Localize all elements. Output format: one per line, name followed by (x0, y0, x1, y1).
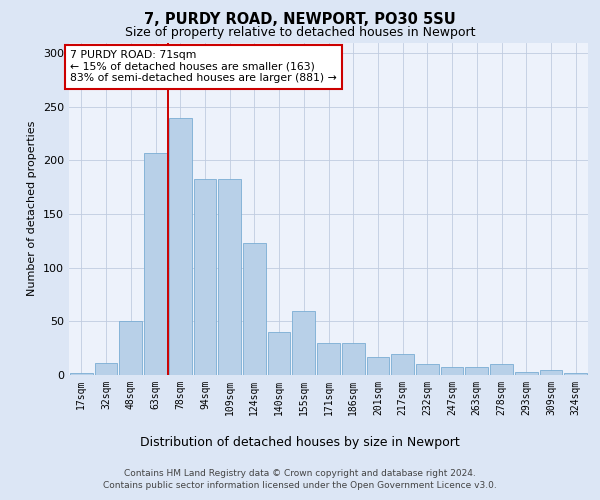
Bar (95, 363, 118, 375)
Bar (342, 343, 365, 375)
Bar (367, 357, 389, 375)
Bar (391, 354, 414, 375)
Y-axis label: Number of detached properties: Number of detached properties (28, 121, 37, 296)
Bar (466, 368, 488, 375)
Bar (169, 118, 191, 375)
Bar (292, 310, 315, 375)
Bar (243, 243, 266, 375)
Bar (490, 364, 513, 375)
Text: 7, PURDY ROAD, NEWPORT, PO30 5SU: 7, PURDY ROAD, NEWPORT, PO30 5SU (144, 12, 456, 28)
Bar (441, 368, 463, 375)
Bar (119, 322, 142, 375)
Bar (564, 373, 587, 375)
Text: Contains public sector information licensed under the Open Government Licence v3: Contains public sector information licen… (103, 480, 497, 490)
Text: Contains HM Land Registry data © Crown copyright and database right 2024.: Contains HM Land Registry data © Crown c… (124, 470, 476, 478)
Bar (70, 373, 93, 375)
Text: Distribution of detached houses by size in Newport: Distribution of detached houses by size … (140, 436, 460, 449)
Text: Size of property relative to detached houses in Newport: Size of property relative to detached ho… (125, 26, 475, 39)
Bar (515, 372, 538, 375)
Bar (268, 332, 290, 375)
Bar (539, 370, 562, 375)
Bar (317, 343, 340, 375)
Bar (144, 153, 167, 375)
Bar (218, 178, 241, 375)
Text: 7 PURDY ROAD: 71sqm
← 15% of detached houses are smaller (163)
83% of semi-detac: 7 PURDY ROAD: 71sqm ← 15% of detached ho… (70, 50, 337, 83)
Bar (416, 364, 439, 375)
Bar (194, 178, 216, 375)
